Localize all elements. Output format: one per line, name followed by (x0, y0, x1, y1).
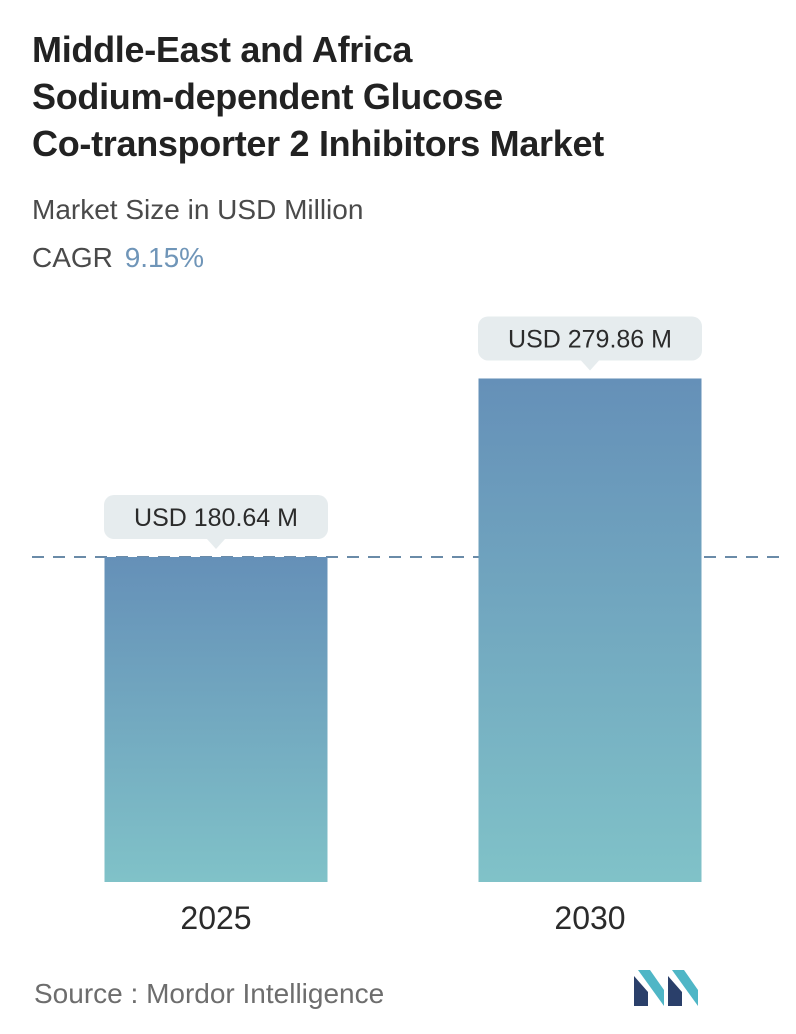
cagr-line: CAGR 9.15% (32, 242, 204, 274)
chart-subtitle: Market Size in USD Million (32, 194, 364, 225)
callout-pointer (207, 539, 225, 549)
title-line-3: Co-transporter 2 Inhibitors Market (32, 123, 604, 164)
data-label-2025: USD 180.64 M (134, 504, 298, 532)
callout-pointer (581, 360, 599, 371)
chart-title: Middle-East and Africa Sodium-dependent … (32, 26, 752, 167)
cagr-label: CAGR (32, 242, 113, 273)
mordor-intelligence-logo (634, 970, 698, 1006)
bar-2025 (104, 557, 328, 882)
data-label-callout-2030: USD 279.86 M (478, 316, 702, 371)
title-line-1: Middle-East and Africa (32, 29, 413, 70)
x-tick-label-2025: 2025 (180, 900, 251, 936)
source-line: Source : Mordor Intelligence (34, 978, 384, 1010)
data-label-callout-2025: USD 180.64 M (104, 495, 328, 549)
bar-2030 (478, 378, 702, 882)
data-label-2030: USD 279.86 M (508, 325, 672, 353)
bar-chart: 2025 USD 180.64 M 2030 USD 279.86 M (32, 316, 780, 936)
x-tick-label-2030: 2030 (554, 900, 625, 936)
source-label: Source : (34, 978, 139, 1009)
cagr-value: 9.15% (124, 242, 205, 273)
source-name: Mordor Intelligence (146, 978, 385, 1009)
title-line-2: Sodium-dependent Glucose (32, 76, 503, 117)
callout-box (104, 495, 328, 539)
callout-box (478, 316, 702, 361)
